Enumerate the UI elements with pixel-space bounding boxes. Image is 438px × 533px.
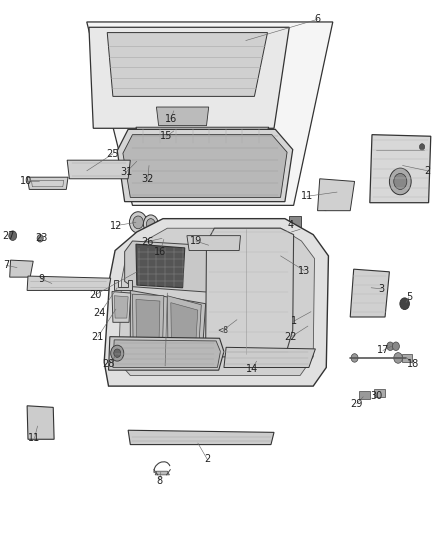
Polygon shape [156, 107, 208, 126]
Text: 16: 16 [154, 247, 166, 257]
Text: 28: 28 [102, 359, 115, 369]
Polygon shape [136, 127, 269, 144]
Text: 2: 2 [424, 166, 431, 176]
Polygon shape [27, 276, 111, 290]
Text: 21: 21 [92, 332, 104, 342]
FancyBboxPatch shape [146, 157, 158, 165]
Polygon shape [109, 337, 224, 370]
Text: 16: 16 [165, 114, 177, 124]
Polygon shape [131, 290, 206, 368]
Text: 10: 10 [20, 176, 32, 187]
Text: 19: 19 [190, 236, 202, 246]
Text: 32: 32 [141, 174, 154, 184]
Polygon shape [114, 280, 131, 290]
Polygon shape [107, 33, 268, 96]
Polygon shape [113, 340, 220, 368]
Text: 2: 2 [204, 455, 211, 464]
Polygon shape [350, 269, 389, 317]
Polygon shape [224, 348, 315, 368]
Polygon shape [114, 296, 128, 318]
Text: 22: 22 [284, 332, 297, 342]
Polygon shape [136, 300, 160, 360]
Polygon shape [206, 228, 293, 357]
FancyBboxPatch shape [289, 216, 301, 236]
Polygon shape [167, 296, 201, 365]
FancyBboxPatch shape [359, 391, 370, 399]
Circle shape [394, 173, 407, 189]
Text: 9: 9 [38, 274, 44, 284]
Text: 1: 1 [290, 316, 297, 326]
Circle shape [146, 219, 155, 229]
Circle shape [420, 144, 425, 150]
Circle shape [143, 215, 158, 233]
FancyBboxPatch shape [134, 155, 143, 164]
Text: 24: 24 [94, 308, 106, 318]
Text: 26: 26 [141, 237, 154, 247]
Polygon shape [112, 292, 131, 322]
Bar [402, 354, 413, 362]
Polygon shape [125, 241, 210, 292]
Text: 25: 25 [106, 149, 119, 159]
Circle shape [133, 216, 143, 229]
Circle shape [394, 353, 403, 364]
FancyBboxPatch shape [168, 106, 176, 114]
Text: 13: 13 [298, 266, 311, 276]
Text: 18: 18 [407, 359, 420, 369]
Polygon shape [187, 236, 240, 251]
Text: 31: 31 [120, 167, 132, 177]
Polygon shape [104, 219, 328, 386]
Polygon shape [155, 471, 170, 475]
Text: 11: 11 [28, 433, 41, 443]
Circle shape [114, 349, 121, 358]
Text: 5: 5 [406, 292, 412, 302]
Text: 11: 11 [300, 191, 313, 201]
Polygon shape [67, 160, 131, 179]
Polygon shape [123, 135, 287, 197]
Circle shape [387, 342, 394, 351]
Text: 27: 27 [2, 231, 14, 241]
Text: 14: 14 [246, 364, 258, 374]
Text: 20: 20 [89, 289, 102, 300]
Polygon shape [10, 260, 33, 277]
Circle shape [37, 235, 43, 242]
Circle shape [9, 231, 17, 240]
Polygon shape [27, 406, 54, 439]
Polygon shape [128, 430, 274, 445]
Polygon shape [370, 135, 431, 203]
Circle shape [400, 298, 410, 310]
Text: <8: <8 [218, 326, 229, 335]
Text: 12: 12 [110, 221, 123, 231]
Text: 15: 15 [160, 131, 173, 141]
Text: 17: 17 [377, 345, 389, 356]
Text: 8: 8 [156, 476, 162, 486]
Polygon shape [318, 179, 355, 211]
Circle shape [111, 345, 124, 361]
Polygon shape [117, 130, 293, 201]
Text: 30: 30 [370, 391, 382, 401]
Polygon shape [171, 303, 198, 360]
Circle shape [351, 354, 358, 362]
Polygon shape [27, 177, 68, 189]
Text: 4: 4 [287, 220, 293, 230]
Polygon shape [132, 294, 164, 365]
Polygon shape [87, 22, 333, 205]
Polygon shape [119, 228, 314, 375]
FancyBboxPatch shape [374, 389, 385, 397]
FancyBboxPatch shape [307, 316, 320, 330]
Circle shape [392, 342, 399, 351]
Text: 6: 6 [314, 14, 321, 25]
Text: 23: 23 [35, 233, 47, 244]
Text: 29: 29 [350, 399, 363, 409]
Circle shape [130, 212, 147, 233]
FancyBboxPatch shape [160, 233, 168, 241]
Polygon shape [89, 27, 289, 128]
Polygon shape [136, 244, 185, 288]
Text: 7: 7 [3, 261, 9, 270]
Circle shape [389, 168, 411, 195]
Text: 3: 3 [378, 284, 385, 294]
